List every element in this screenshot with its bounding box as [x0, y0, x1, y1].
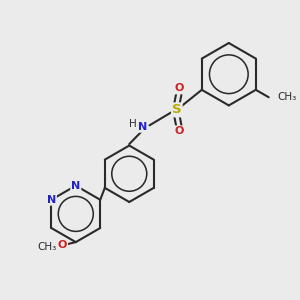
Text: N: N	[47, 195, 56, 205]
Text: S: S	[172, 103, 182, 116]
Text: N: N	[71, 181, 80, 191]
Text: O: O	[175, 83, 184, 94]
Text: H: H	[129, 119, 137, 129]
Text: CH₃: CH₃	[37, 242, 57, 252]
Text: CH₃: CH₃	[277, 92, 296, 102]
Text: O: O	[58, 240, 67, 250]
Text: N: N	[138, 122, 147, 132]
Text: O: O	[175, 126, 184, 136]
